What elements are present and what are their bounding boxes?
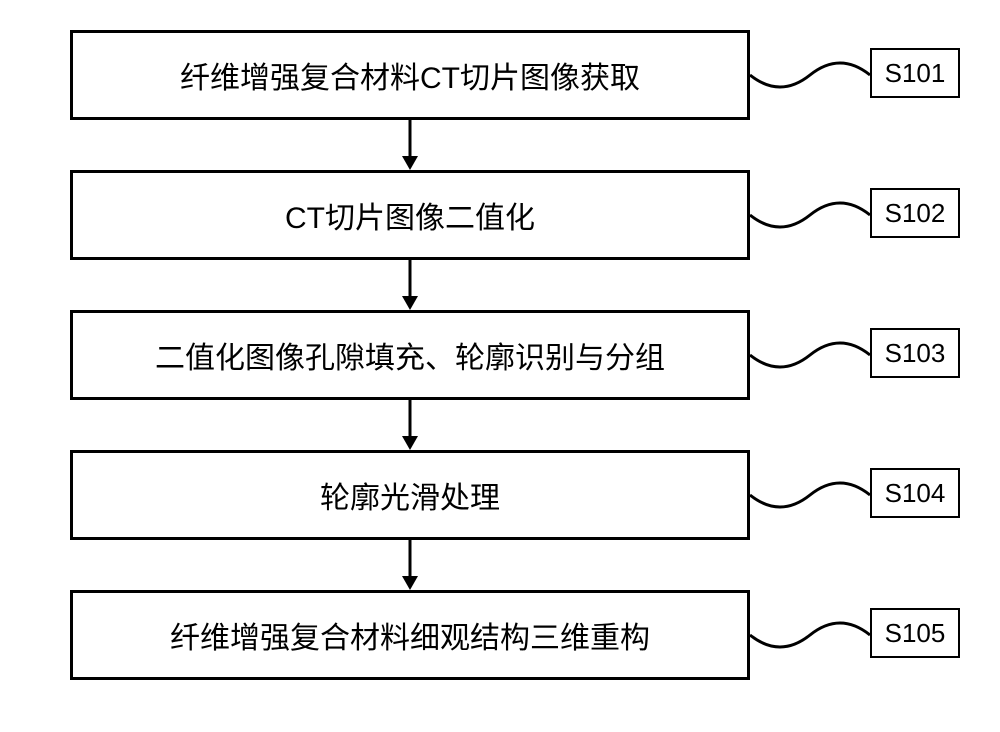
arrow-down-1	[400, 120, 420, 172]
label-text: S104	[885, 478, 946, 509]
step-box-s104: 轮廓光滑处理	[70, 450, 750, 540]
step-box-s102: CT切片图像二值化	[70, 170, 750, 260]
step-text: 轮廓光滑处理	[320, 473, 500, 517]
step-text: 纤维增强复合材料细观结构三维重构	[170, 613, 650, 657]
label-box-s105: S105	[870, 608, 960, 658]
label-box-s103: S103	[870, 328, 960, 378]
wave-connector-s102	[750, 195, 870, 235]
label-box-s101: S101	[870, 48, 960, 98]
arrow-down-4	[400, 540, 420, 592]
arrow-down-3	[400, 400, 420, 452]
label-box-s102: S102	[870, 188, 960, 238]
step-text: 纤维增强复合材料CT切片图像获取	[180, 53, 640, 97]
step-box-s105: 纤维增强复合材料细观结构三维重构	[70, 590, 750, 680]
wave-connector-s103	[750, 335, 870, 375]
step-text: 二值化图像孔隙填充、轮廓识别与分组	[155, 333, 665, 377]
label-box-s104: S104	[870, 468, 960, 518]
label-text: S102	[885, 198, 946, 229]
label-text: S103	[885, 338, 946, 369]
wave-connector-s105	[750, 615, 870, 655]
step-text: CT切片图像二值化	[285, 193, 535, 237]
label-text: S101	[885, 58, 946, 89]
arrow-down-2	[400, 260, 420, 312]
label-text: S105	[885, 618, 946, 649]
wave-connector-s101	[750, 55, 870, 95]
flowchart-canvas: 纤维增强复合材料CT切片图像获取 CT切片图像二值化二值化图像孔隙填充、轮廓识别与…	[0, 0, 1000, 732]
step-box-s101: 纤维增强复合材料CT切片图像获取	[70, 30, 750, 120]
wave-connector-s104	[750, 475, 870, 515]
step-box-s103: 二值化图像孔隙填充、轮廓识别与分组	[70, 310, 750, 400]
